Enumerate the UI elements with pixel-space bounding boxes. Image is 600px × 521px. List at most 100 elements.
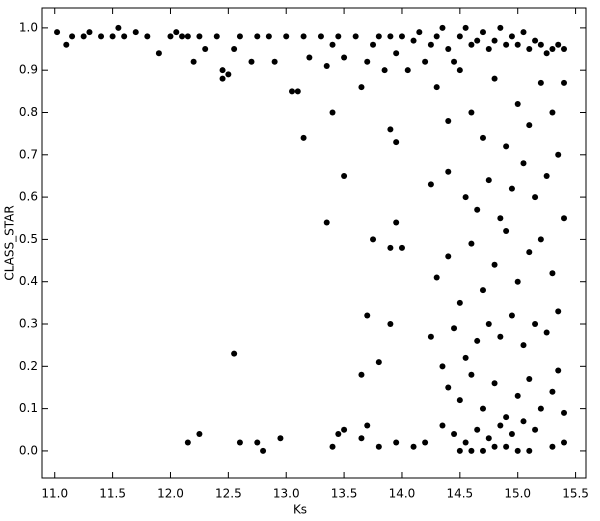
point	[231, 46, 238, 53]
point	[98, 33, 105, 40]
point	[410, 37, 417, 44]
point	[277, 435, 284, 442]
point	[364, 312, 371, 319]
point	[462, 439, 469, 446]
point	[358, 435, 365, 442]
point	[364, 422, 371, 429]
point	[439, 24, 446, 31]
point	[370, 41, 377, 48]
x-tick-label: 11.0	[41, 487, 68, 501]
point	[491, 443, 498, 450]
y-tick-label: 0.9	[19, 63, 38, 77]
point	[115, 24, 122, 31]
point	[479, 29, 486, 36]
point	[329, 443, 336, 450]
x-tick-label: 14.0	[389, 487, 416, 501]
point	[514, 392, 521, 399]
point	[132, 29, 139, 36]
point	[393, 50, 400, 57]
point	[532, 194, 539, 201]
x-tick-label: 11.5	[99, 487, 126, 501]
point	[462, 194, 469, 201]
point	[265, 33, 272, 40]
point	[520, 418, 527, 425]
point	[398, 244, 405, 251]
point	[503, 443, 510, 450]
point	[555, 41, 562, 48]
point	[479, 287, 486, 294]
point	[468, 447, 475, 454]
point	[526, 122, 533, 129]
x-tick-label: 14.5	[446, 487, 473, 501]
point	[445, 46, 452, 53]
point	[381, 67, 388, 74]
point	[555, 151, 562, 158]
point	[526, 376, 533, 383]
point	[225, 71, 232, 78]
point	[514, 447, 521, 454]
point	[532, 321, 539, 328]
point	[456, 67, 463, 74]
point	[358, 84, 365, 91]
point	[514, 278, 521, 285]
point	[358, 371, 365, 378]
point	[173, 29, 180, 36]
point	[433, 84, 440, 91]
point	[451, 325, 458, 332]
point	[503, 41, 510, 48]
y-tick-label: 0.7	[19, 147, 38, 161]
point	[514, 41, 521, 48]
point	[561, 439, 568, 446]
point	[561, 79, 568, 86]
y-tick-label: 0.1	[19, 401, 38, 415]
point	[387, 126, 394, 133]
x-tick-label: 12.5	[215, 487, 242, 501]
point	[456, 397, 463, 404]
point	[213, 33, 220, 40]
point	[451, 431, 458, 438]
x-tick-label: 13.5	[331, 487, 358, 501]
point	[427, 181, 434, 188]
point	[537, 79, 544, 86]
point	[393, 219, 400, 226]
y-axis-label: CLASS_STAR	[3, 205, 17, 280]
point	[86, 29, 93, 36]
point	[537, 41, 544, 48]
point	[341, 172, 348, 179]
point	[462, 354, 469, 361]
point	[54, 29, 61, 36]
point	[410, 443, 417, 450]
point	[543, 50, 550, 57]
point	[561, 215, 568, 222]
point	[514, 101, 521, 108]
point	[549, 109, 556, 116]
point	[468, 41, 475, 48]
point	[537, 236, 544, 243]
point	[439, 363, 446, 370]
point	[427, 41, 434, 48]
point	[236, 439, 243, 446]
point	[294, 88, 301, 95]
point	[155, 50, 162, 57]
point	[236, 33, 243, 40]
point	[555, 308, 562, 315]
point	[479, 405, 486, 412]
point	[497, 333, 504, 340]
point	[329, 109, 336, 116]
point	[508, 431, 515, 438]
point	[433, 274, 440, 281]
point	[80, 33, 87, 40]
point	[508, 33, 515, 40]
point	[364, 58, 371, 65]
point	[317, 33, 324, 40]
point	[456, 299, 463, 306]
point	[260, 447, 267, 454]
point	[445, 168, 452, 175]
point	[549, 46, 556, 53]
point	[474, 426, 481, 433]
y-tick-label: 0.8	[19, 105, 38, 119]
point	[485, 321, 492, 328]
point	[352, 33, 359, 40]
point	[433, 33, 440, 40]
